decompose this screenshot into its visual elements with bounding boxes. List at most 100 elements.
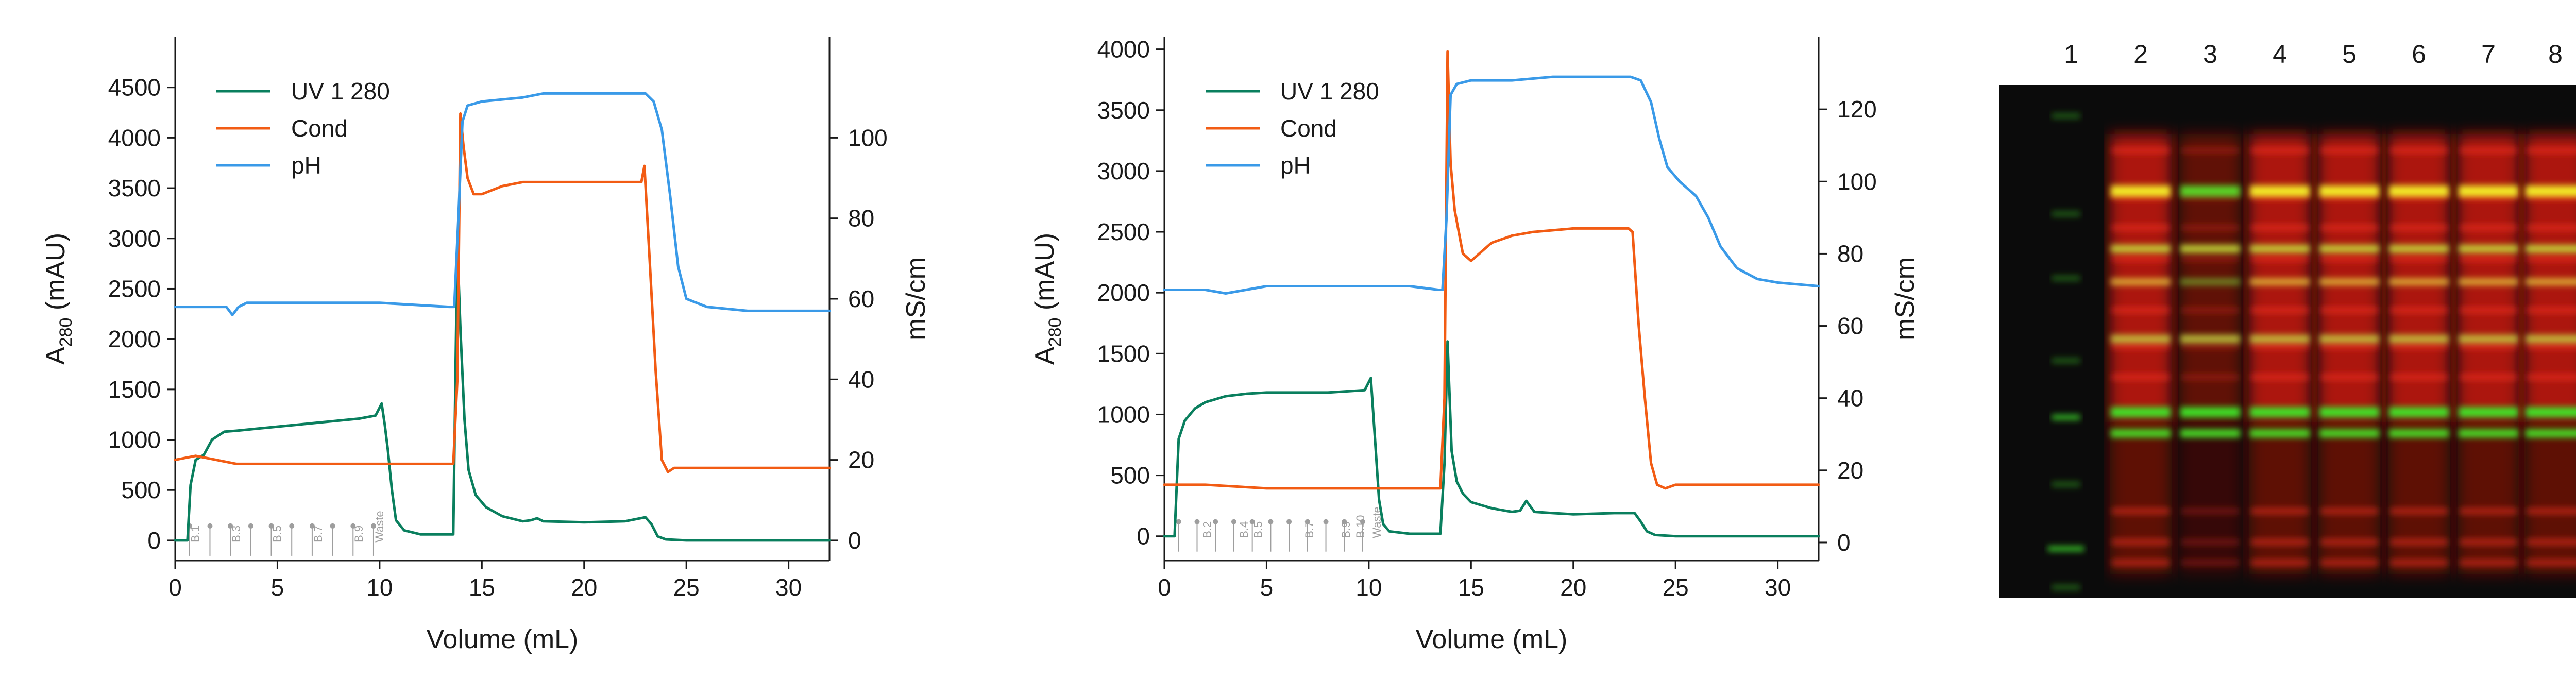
x-tick-label: 10 (1355, 574, 1382, 601)
fraction-label: B.5 (1252, 521, 1265, 538)
x-tick-label: 0 (1158, 574, 1171, 601)
red-band (2181, 538, 2239, 546)
red-band (2181, 147, 2239, 154)
y-tick-label-left: 1500 (1097, 340, 1150, 367)
x-axis-title: Volume (mL) (1416, 624, 1568, 654)
ladder-band (2052, 415, 2080, 420)
y-tick-label-right: 100 (848, 124, 888, 151)
y-tick-label-left: 1000 (1097, 401, 1150, 428)
green-yellow-band (2459, 278, 2518, 285)
y-tick-label-right: 60 (848, 285, 874, 312)
legend-label: pH (291, 152, 321, 179)
red-band (2390, 147, 2448, 154)
chromatogram-left: 0 5 10 15 20 25 300500100015002000250030003500… (41, 37, 931, 654)
chromatogram-middle: 0 5 10 15 20 25 300500100015002000250030003500… (1030, 36, 1920, 654)
fraction-marker-dot (1323, 519, 1329, 524)
y-axis-title-left: A280 (mAU) (41, 233, 76, 365)
lane-label: 6 (2412, 40, 2426, 69)
red-band (2460, 559, 2517, 566)
x-tick-label: 25 (673, 574, 700, 601)
red-band (2320, 343, 2378, 350)
green-yellow-band (2459, 335, 2518, 343)
y-tick-label-left: 2500 (108, 275, 161, 302)
red-band (2320, 224, 2378, 231)
x-tick-label: 5 (271, 574, 284, 601)
red-band (2112, 374, 2170, 381)
red-band (2181, 507, 2239, 515)
lane-smear-lower (2249, 420, 2311, 574)
series-line-cond (174, 112, 831, 473)
green-yellow-band (2526, 245, 2576, 253)
y-tick-label-right: 0 (1837, 529, 1851, 556)
y-tick-label-right: 100 (1837, 168, 1877, 195)
ladder-band (2052, 482, 2080, 487)
red-band (2390, 224, 2448, 231)
x-tick-label: 15 (469, 574, 495, 601)
red-band (2390, 343, 2448, 350)
y-tick-label-left: 4500 (108, 74, 161, 101)
lane-label: 8 (2548, 40, 2563, 69)
y-tick-label-left: 2000 (108, 326, 161, 352)
green-yellow-band (2389, 429, 2449, 437)
red-band (2181, 343, 2239, 350)
y-tick-label-left: 2000 (1097, 279, 1150, 306)
red-band (2320, 538, 2378, 546)
y-tick-label-right: 120 (1837, 96, 1877, 123)
fraction-label: B.2 (1200, 521, 1213, 538)
red-band (2181, 224, 2239, 231)
red-band (2251, 507, 2309, 515)
lane-smear-lower (2179, 420, 2241, 574)
red-band (2251, 224, 2309, 231)
fraction-marker-dot (207, 523, 213, 529)
red-band (2460, 224, 2517, 231)
green-yellow-band (2319, 278, 2379, 285)
red-band (2181, 559, 2239, 566)
fraction-label: B.7 (312, 526, 325, 543)
legend-label: UV 1 280 (291, 78, 390, 105)
fraction-label: B.10 (1354, 515, 1367, 538)
green-yellow-band (2389, 278, 2449, 285)
legend-label: UV 1 280 (1280, 78, 1379, 105)
red-band (2527, 343, 2576, 350)
red-band (2320, 374, 2378, 381)
green-yellow-band (2180, 407, 2240, 417)
fraction-marker-dot (1213, 519, 1218, 524)
fraction-marker-dot (1360, 519, 1365, 524)
y-tick-label-left: 0 (1137, 523, 1150, 550)
red-band (2460, 538, 2517, 546)
x-tick-label: 15 (1458, 574, 1484, 601)
green-yellow-band (2459, 407, 2518, 417)
green-yellow-band (2250, 185, 2310, 197)
lane-smear-lower (2388, 420, 2450, 574)
series-line-ph (1163, 75, 1820, 295)
green-yellow-band (2180, 185, 2240, 197)
green-yellow-band (2111, 245, 2171, 253)
red-band (2251, 343, 2309, 350)
green-yellow-band (2180, 278, 2240, 285)
fraction-label: Waste (373, 511, 386, 543)
x-tick-label: 20 (1560, 574, 1586, 601)
red-band (2251, 374, 2309, 381)
lane-smear-lower (2458, 420, 2519, 574)
red-band (2112, 307, 2170, 314)
red-band (2460, 343, 2517, 350)
green-yellow-band (2250, 429, 2310, 437)
fraction-marker-dot (248, 523, 253, 529)
red-band (2527, 507, 2576, 515)
green-yellow-band (2319, 335, 2379, 343)
fraction-label: B.9 (352, 526, 365, 543)
ladder-band (2052, 585, 2080, 590)
fraction-label: B.3 (230, 526, 243, 543)
fraction-label: B.9 (1340, 521, 1352, 538)
lane-label: 5 (2342, 40, 2357, 69)
red-band (2112, 559, 2170, 566)
green-yellow-band (2111, 407, 2171, 417)
fraction-label: B.1 (189, 526, 202, 543)
lane-label: 4 (2273, 40, 2287, 69)
red-band (2112, 343, 2170, 350)
y-tick-label-left: 0 (147, 527, 161, 554)
green-yellow-band (2250, 335, 2310, 343)
fraction-marker-dot (1249, 519, 1255, 524)
lane-label: 1 (2064, 40, 2078, 69)
x-tick-label: 0 (168, 574, 182, 601)
